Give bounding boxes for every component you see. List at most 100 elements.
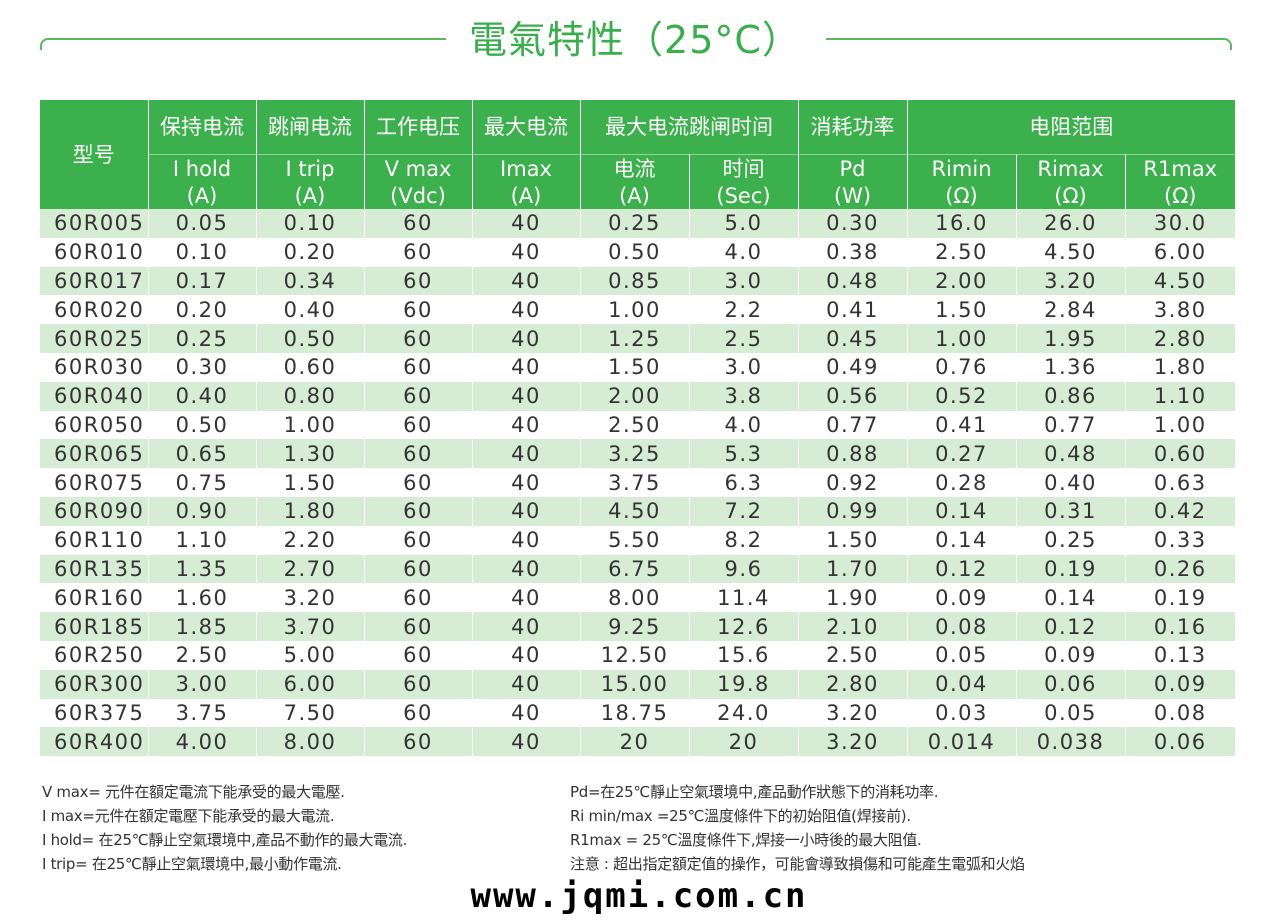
table-row: 60R090 0.90 1.80 60 40 4.50 7.2 0.99 0.14 0.31 0.4… — [40, 496, 1236, 526]
cell-pd: 1.90 — [798, 583, 908, 613]
cell-tt-current: 5.50 — [580, 525, 690, 555]
cell-tt-current: 20 — [580, 727, 690, 757]
cell-trip: 1.00 — [256, 410, 365, 440]
cell-pd: 0.48 — [798, 266, 908, 296]
cell-imax: 40 — [472, 209, 581, 238]
cell-pd: 3.20 — [798, 698, 908, 728]
note-vmax: V max= 元件在額定電流下能承受的最大電壓. — [42, 783, 345, 801]
cell-tt-current: 0.50 — [580, 237, 690, 267]
cell-hold: 0.05 — [148, 209, 257, 238]
cell-hold: 0.40 — [148, 381, 257, 411]
cell-pd: 2.80 — [798, 669, 908, 699]
cell-model: 60R017 — [40, 266, 149, 296]
cell-tt-current: 15.00 — [580, 669, 690, 699]
cell-rmax: 26.0 — [1016, 209, 1126, 238]
table-row: 60R030 0.30 0.60 60 40 1.50 3.0 0.49 0.76 1.36 1.8… — [40, 352, 1236, 382]
header-tt-current-unit: (A) — [580, 183, 690, 209]
cell-rmin: 0.05 — [907, 640, 1017, 670]
cell-rmin: 0.27 — [907, 439, 1017, 469]
header-rmax: Rimax — [1016, 154, 1126, 183]
title-rule-left — [40, 38, 446, 50]
cell-tt-time: 2.2 — [689, 295, 799, 325]
cell-tt-time: 20 — [689, 727, 799, 757]
table-row: 60R040 0.40 0.80 60 40 2.00 3.8 0.56 0.52 0.86 1.1… — [40, 381, 1236, 411]
cell-trip: 2.20 — [256, 525, 365, 555]
cell-tt-time: 7.2 — [689, 496, 799, 526]
cell-r1max: 0.08 — [1125, 698, 1236, 728]
cell-vmax: 60 — [364, 410, 473, 440]
cell-vmax: 60 — [364, 352, 473, 382]
header-r1max: R1max — [1125, 154, 1236, 183]
cell-pd: 0.45 — [798, 324, 908, 353]
cell-model: 60R040 — [40, 381, 149, 411]
cell-model: 60R050 — [40, 410, 149, 440]
cell-trip: 5.00 — [256, 640, 365, 670]
title-rule-right — [826, 38, 1232, 50]
cell-tt-current: 1.00 — [580, 295, 690, 325]
cell-vmax: 60 — [364, 496, 473, 526]
cell-rmin: 0.14 — [907, 525, 1017, 555]
table-row: 60R250 2.50 5.00 60 40 12.50 15.6 2.50 0.05 0.09 0… — [40, 640, 1236, 670]
cell-hold: 0.10 — [148, 237, 257, 267]
table-row: 60R010 0.10 0.20 60 40 0.50 4.0 0.38 2.50 4.50 6.0… — [40, 237, 1236, 267]
header-model: 型号 — [40, 100, 149, 209]
cell-model: 60R030 — [40, 352, 149, 382]
cell-model: 60R025 — [40, 324, 149, 353]
notes-right: Pd=在25℃靜止空氣環境中,產品動作狀態下的消耗功率. Ri min/max … — [570, 780, 1250, 876]
cell-rmax: 0.48 — [1016, 439, 1126, 469]
cell-tt-time: 5.3 — [689, 439, 799, 469]
cell-imax: 40 — [472, 698, 581, 728]
cell-rmin: 1.50 — [907, 295, 1017, 325]
header-tt-current: 电流 — [580, 154, 690, 183]
website-url: www.jqmi.com.cn — [470, 876, 808, 916]
cell-pd: 0.99 — [798, 496, 908, 526]
cell-tt-current: 0.85 — [580, 266, 690, 296]
header-resistance: 电阻范围 — [907, 100, 1236, 155]
table-row: 60R400 4.00 8.00 60 40 20 20 3.20 0.014 0.038 0.06 — [40, 727, 1236, 757]
cell-model: 60R005 — [40, 209, 149, 238]
cell-trip: 0.34 — [256, 266, 365, 296]
cell-model: 60R185 — [40, 612, 149, 641]
cell-tt-current: 9.25 — [580, 612, 690, 641]
cell-tt-current: 1.25 — [580, 324, 690, 353]
header-hold: 保持电流 — [148, 100, 257, 155]
header-imax-symbol: Imax — [472, 154, 581, 183]
cell-pd: 3.20 — [798, 727, 908, 757]
cell-pd: 0.88 — [798, 439, 908, 469]
cell-r1max: 1.10 — [1125, 381, 1236, 411]
header-trip-symbol: I trip — [256, 154, 365, 183]
cell-trip: 0.10 — [256, 209, 365, 238]
cell-model: 60R400 — [40, 727, 149, 757]
cell-rmax: 3.20 — [1016, 266, 1126, 296]
header-power-unit: (W) — [798, 183, 908, 209]
header-imax: 最大电流 — [472, 100, 581, 155]
cell-r1max: 0.42 — [1125, 496, 1236, 526]
cell-pd: 0.49 — [798, 352, 908, 382]
cell-tt-time: 3.8 — [689, 381, 799, 411]
cell-vmax: 60 — [364, 612, 473, 641]
cell-trip: 1.50 — [256, 468, 365, 497]
notes-left: V max= 元件在額定電流下能承受的最大電壓. I max=元件在額定電壓下能… — [42, 780, 562, 876]
cell-rmin: 0.28 — [907, 468, 1017, 497]
cell-r1max: 2.80 — [1125, 324, 1236, 353]
cell-tt-time: 4.0 — [689, 410, 799, 440]
cell-r1max: 1.00 — [1125, 410, 1236, 440]
cell-rmax: 0.77 — [1016, 410, 1126, 440]
cell-tt-current: 3.25 — [580, 439, 690, 469]
cell-pd: 0.41 — [798, 295, 908, 325]
cell-r1max: 6.00 — [1125, 237, 1236, 267]
cell-trip: 2.70 — [256, 554, 365, 584]
cell-vmax: 60 — [364, 525, 473, 555]
cell-tt-current: 0.25 — [580, 209, 690, 238]
cell-tt-time: 11.4 — [689, 583, 799, 613]
cell-r1max: 30.0 — [1125, 209, 1236, 238]
cell-trip: 7.50 — [256, 698, 365, 728]
cell-vmax: 60 — [364, 554, 473, 584]
cell-tt-time: 12.6 — [689, 612, 799, 641]
cell-r1max: 0.63 — [1125, 468, 1236, 497]
cell-model: 60R110 — [40, 525, 149, 555]
cell-hold: 1.85 — [148, 612, 257, 641]
note-imax: I max=元件在額定電壓下能承受的最大電流. — [42, 807, 335, 825]
cell-rmin: 16.0 — [907, 209, 1017, 238]
cell-imax: 40 — [472, 468, 581, 497]
